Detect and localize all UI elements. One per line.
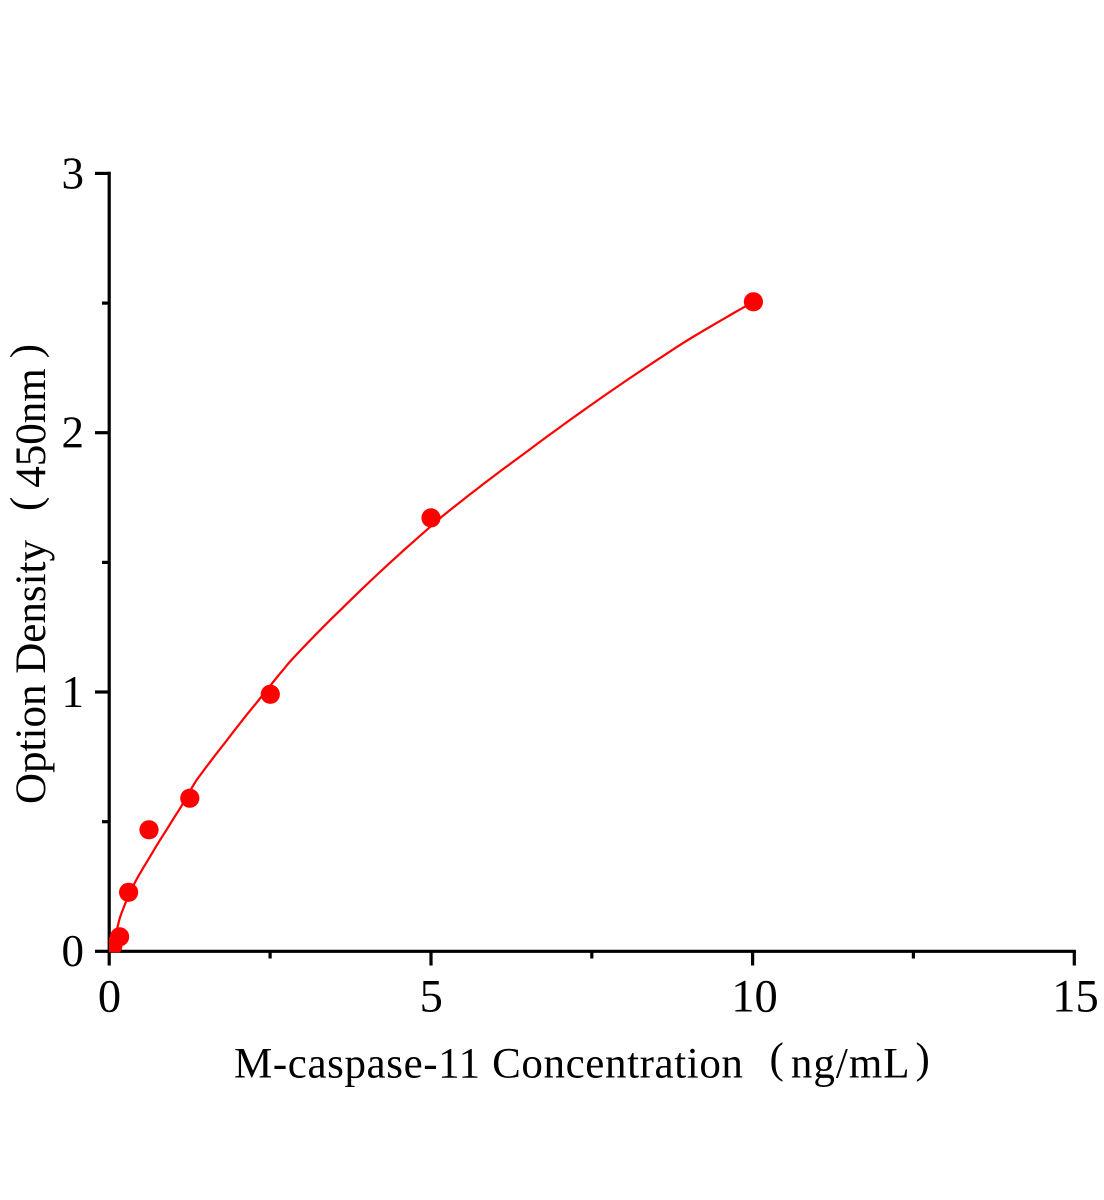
svg-text:5: 5 xyxy=(420,971,443,1022)
svg-text:2: 2 xyxy=(62,408,85,458)
svg-text:3: 3 xyxy=(62,148,85,198)
svg-text:10: 10 xyxy=(731,971,778,1022)
svg-text:Option Density(450nm): Option Density(450nm) xyxy=(3,344,55,804)
svg-text:0: 0 xyxy=(98,971,121,1022)
svg-text:0: 0 xyxy=(62,926,85,976)
svg-text:1: 1 xyxy=(62,667,85,717)
svg-text:15: 15 xyxy=(1052,971,1099,1022)
svg-text:M-caspase-11 Concentration(ng/: M-caspase-11 Concentration(ng/mL) xyxy=(234,1036,930,1088)
